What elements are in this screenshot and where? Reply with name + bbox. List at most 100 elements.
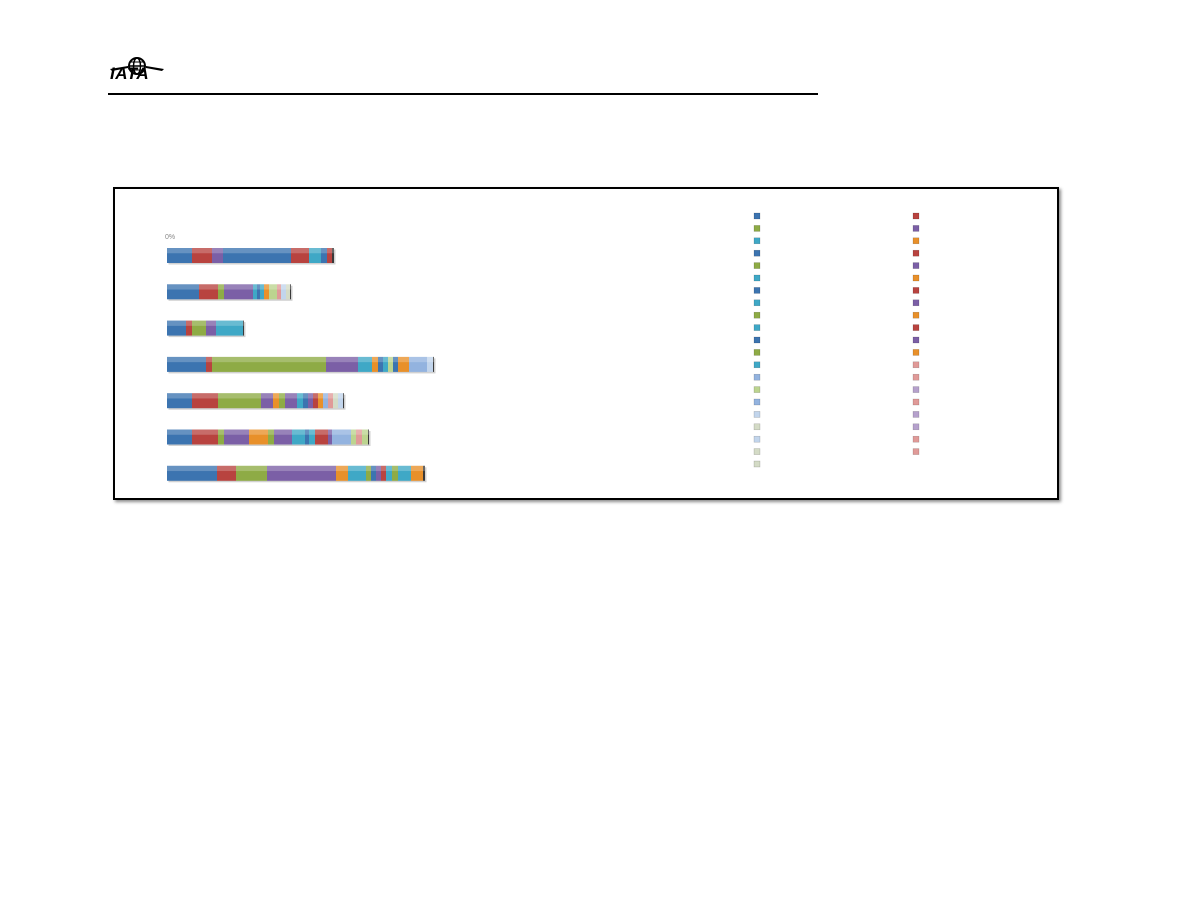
bar-segment-highlight	[297, 393, 303, 399]
legend-marker	[912, 435, 920, 443]
bar-segment	[264, 284, 269, 300]
header-rule	[108, 93, 818, 95]
bar-segment-highlight	[223, 248, 291, 254]
bar-segment	[216, 320, 219, 336]
bar-segment-highlight	[186, 320, 192, 326]
bar-segment	[268, 429, 274, 445]
bar-segment	[332, 248, 334, 263]
bar-segment	[218, 429, 224, 445]
bar-segment-highlight	[212, 356, 326, 363]
bar-segment	[403, 356, 409, 372]
bar-segment-highlight	[383, 356, 388, 363]
bar-segment-highlight	[192, 429, 218, 435]
bar-segment	[253, 284, 257, 300]
bar-segment-highlight	[308, 393, 313, 399]
bar-segment	[321, 248, 327, 263]
bar-segment	[356, 429, 362, 445]
bar-segment	[323, 393, 328, 409]
bar-segment	[279, 393, 285, 409]
bar-segment-highlight	[332, 248, 334, 254]
legend-marker	[753, 225, 761, 232]
iata-globe-icon	[110, 57, 164, 75]
bar-segment-highlight	[224, 284, 249, 290]
legend-marker	[912, 373, 920, 381]
bar-segment-highlight	[260, 284, 264, 290]
legend-marker	[912, 311, 920, 319]
stacked-bar-chart: 0%	[165, 212, 920, 483]
bar-segment-highlight	[206, 320, 212, 326]
bar-segment-highlight	[192, 320, 206, 326]
bar-segment-highlight	[318, 248, 321, 254]
bar-segment	[273, 393, 279, 409]
page-header: IATA	[108, 46, 818, 96]
bar-segment	[257, 284, 260, 300]
bar-segment	[286, 284, 290, 300]
bar-segment	[167, 356, 206, 372]
bar-segment-highlight	[257, 284, 260, 290]
legend-marker	[753, 373, 761, 381]
bar-segment-shadow	[291, 285, 293, 301]
bar-segment	[219, 320, 243, 336]
bar-segment-shadow	[333, 249, 336, 265]
legend-marker	[912, 237, 920, 245]
bar-segment-highlight	[167, 393, 192, 399]
legend-marker	[912, 336, 920, 344]
bar-segment	[212, 248, 223, 263]
bar-segment	[332, 429, 351, 445]
bar-segment	[326, 356, 356, 372]
bar-segment-highlight	[167, 356, 206, 363]
bar-segment	[327, 248, 332, 263]
bar-segment-highlight	[411, 465, 423, 472]
legend-marker	[912, 423, 920, 431]
bar-segment	[249, 429, 268, 445]
bar-segment-shadow	[369, 431, 371, 446]
bar-segment	[269, 284, 273, 300]
bar-segment	[186, 320, 192, 336]
bar-segment-highlight	[386, 465, 392, 472]
bar-segment	[398, 356, 403, 372]
bar-segment-highlight	[309, 429, 315, 435]
bar-segment-highlight	[381, 465, 386, 472]
legend-marker	[753, 361, 761, 369]
bar-segment	[333, 393, 338, 409]
bar-row-1	[167, 248, 336, 265]
bar-segment	[423, 465, 425, 481]
legend-marker	[912, 212, 920, 220]
bar-segment	[309, 248, 313, 263]
bar-segment	[167, 248, 192, 263]
bar-segment-highlight	[279, 393, 285, 399]
bar-segment-highlight	[398, 356, 403, 363]
legend-marker	[912, 249, 920, 257]
bar-segment-highlight	[368, 356, 372, 363]
bar-segment	[318, 393, 323, 409]
bar-segment-highlight	[398, 465, 411, 472]
legend-marker	[753, 212, 761, 220]
bar-segment-highlight	[313, 248, 318, 254]
bar-segment	[366, 465, 371, 481]
bar-segment	[267, 465, 336, 481]
bar-segment	[218, 284, 224, 300]
bar-segment-highlight	[292, 429, 305, 435]
legend-marker	[753, 435, 761, 443]
bar-segment-highlight	[212, 320, 216, 326]
bar-segment	[236, 465, 267, 481]
legend-marker	[753, 386, 761, 393]
bar-segment	[290, 284, 291, 300]
bar-segment-highlight	[167, 284, 199, 290]
bar-segment-highlight	[323, 393, 328, 399]
bar-segment-highlight	[409, 356, 427, 363]
bar-segment	[343, 393, 344, 409]
legend-marker	[753, 398, 761, 406]
bar-segment-highlight	[167, 248, 192, 254]
bar-segment-highlight	[264, 284, 269, 290]
bar-segment	[167, 429, 192, 445]
bar-segment-highlight	[206, 356, 212, 363]
bar-segment	[192, 320, 206, 336]
bar-segment-highlight	[273, 284, 277, 290]
bar-segment	[398, 465, 411, 481]
bar-segment	[273, 284, 277, 300]
bar-segment	[285, 393, 297, 409]
bar-segment	[274, 429, 292, 445]
bar-segment	[427, 356, 433, 372]
bar-segment	[192, 248, 212, 263]
